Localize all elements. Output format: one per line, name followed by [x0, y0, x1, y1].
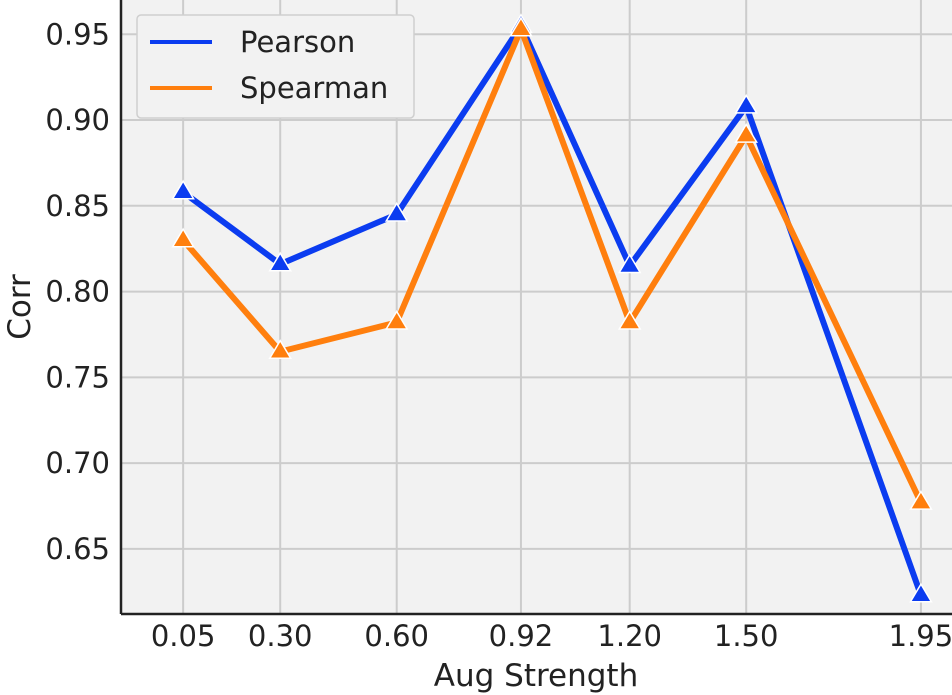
x-tick-label: 0.92: [489, 619, 554, 653]
pearson-marker: [171, 179, 195, 200]
y-tick-label: 0.75: [45, 360, 110, 394]
spearman-marker: [617, 309, 642, 330]
spearman-marker: [734, 123, 758, 143]
x-tick-label: 0.30: [248, 619, 313, 653]
spearman-marker: [384, 309, 409, 330]
y-tick-label: 0.95: [45, 17, 110, 51]
y-tick-label: 0.65: [45, 532, 110, 566]
axes: [119, 0, 952, 616]
pearson-marker: [384, 201, 409, 222]
spearman-marker: [909, 490, 933, 510]
y-tick-label: 0.85: [45, 189, 110, 223]
y-tick-label: 0.80: [45, 275, 110, 309]
legend-spearman-label: Spearman: [240, 71, 388, 105]
pearson-marker: [268, 251, 292, 272]
y-tick-label: 0.70: [45, 446, 110, 480]
tick-labels: 0.05 0.30 0.60 0.92 1.20 1.50 1.95 0.65 0.70 0.75…: [45, 17, 952, 653]
series-layer: [171, 13, 933, 603]
spearman-marker: [171, 227, 195, 248]
x-tick-label: 1.50: [714, 619, 779, 653]
pearson-marker: [909, 582, 933, 603]
x-tick-label: 1.20: [597, 619, 662, 653]
y-axis-title: Corr: [2, 274, 38, 340]
spearman-marker: [509, 16, 533, 37]
x-tick-label: 1.95: [889, 619, 952, 653]
x-tick-label: 0.60: [364, 619, 429, 653]
x-axis-title: Aug Strength: [434, 658, 638, 694]
pearson-marker: [734, 93, 758, 114]
pearson-marker: [617, 253, 642, 274]
spearman-marker: [268, 339, 292, 359]
y-tick-label: 0.90: [45, 103, 110, 137]
legend: Pearson Spearman: [136, 14, 415, 119]
legend-pearson-label: Pearson: [240, 25, 355, 59]
x-tick-label: 0.05: [151, 619, 216, 653]
